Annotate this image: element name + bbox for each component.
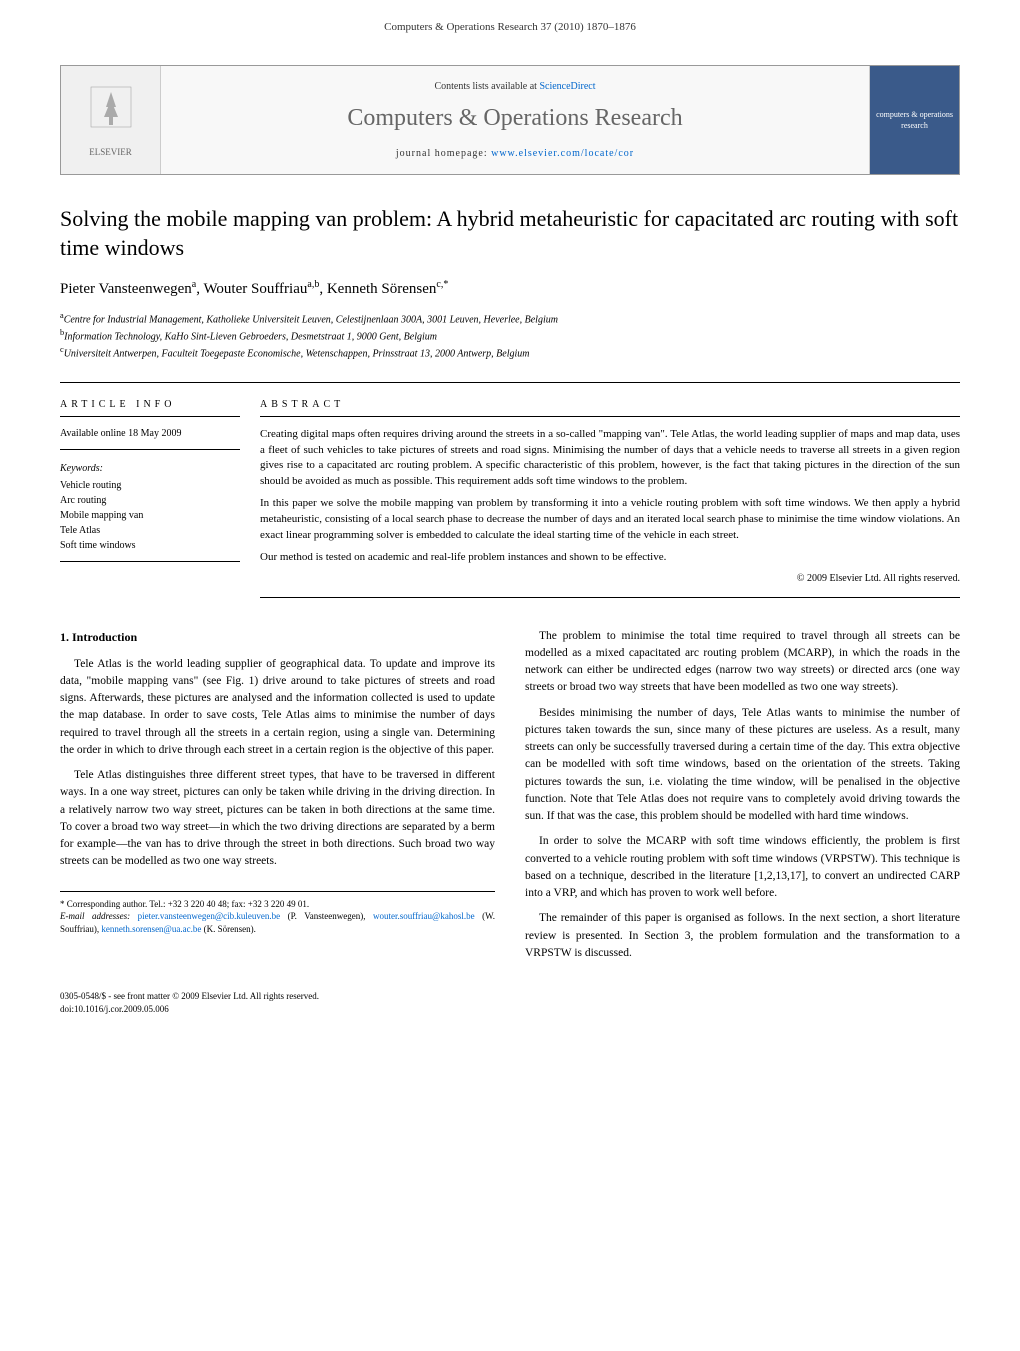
available-online-date: Available online 18 May 2009 [60,427,240,450]
email-label: E-mail addresses: [60,911,130,921]
affiliations: aCentre for Industrial Management, Katho… [60,310,960,362]
elsevier-tree-icon [86,82,136,142]
abstract-p3: Our method is tested on academic and rea… [260,550,960,566]
abstract-p1: Creating digital maps often requires dri… [260,427,960,491]
section-1-heading: 1. Introduction [60,628,495,646]
keyword: Arc routing [60,493,240,508]
body-p2: Tele Atlas distinguishes three different… [60,767,495,871]
keywords-label: Keywords: [60,462,240,476]
left-column: 1. Introduction Tele Atlas is the world … [60,628,495,971]
affiliation-a: aCentre for Industrial Management, Katho… [60,310,960,327]
keyword: Vehicle routing [60,478,240,493]
body-p6: The remainder of this paper is organised… [525,910,960,962]
author-1: Pieter Vansteenwegen [60,281,192,297]
abstract-p2: In this paper we solve the mobile mappin… [260,496,960,544]
abstract-column: ABSTRACT Creating digital maps often req… [260,398,960,598]
publisher-logo-box: ELSEVIER [61,66,161,174]
doi-line: doi:10.1016/j.cor.2009.05.006 [60,1003,960,1016]
email-name-1: (P. Vansteenwegen), [288,911,366,921]
corresponding-author-note: * Corresponding author. Tel.: +32 3 220 … [60,898,495,911]
homepage-line: journal homepage: www.elsevier.com/locat… [396,147,634,161]
email-link-1[interactable]: pieter.vansteenwegen@cib.kuleuven.be [138,911,280,921]
sciencedirect-link[interactable]: ScienceDirect [539,81,595,92]
running-head: Computers & Operations Research 37 (2010… [0,0,1020,45]
journal-name: Computers & Operations Research [347,102,682,136]
right-column: The problem to minimise the total time r… [525,628,960,971]
homepage-link[interactable]: www.elsevier.com/locate/cor [491,148,634,159]
elsevier-logo: ELSEVIER [86,82,136,158]
body-p1: Tele Atlas is the world leading supplier… [60,656,495,760]
keyword: Soft time windows [60,538,240,553]
affiliation-c: cUniversiteit Antwerpen, Faculteit Toege… [60,344,960,361]
info-abstract-row: ARTICLE INFO Available online 18 May 200… [60,382,960,598]
author-1-affil: a [192,279,196,290]
banner-center: Contents lists available at ScienceDirec… [161,66,869,174]
abstract-heading: ABSTRACT [260,398,960,417]
affiliation-b: bInformation Technology, KaHo Sint-Lieve… [60,327,960,344]
authors-line: Pieter Vansteenwegena, Wouter Souffriaua… [60,278,960,300]
keyword: Tele Atlas [60,523,240,538]
email-link-3[interactable]: kenneth.sorensen@ua.ac.be [101,924,201,934]
body-columns: 1. Introduction Tele Atlas is the world … [60,628,960,971]
elsevier-label: ELSEVIER [86,146,136,159]
article-title: Solving the mobile mapping van problem: … [60,205,960,262]
body-p3: The problem to minimise the total time r… [525,628,960,697]
issn-line: 0305-0548/$ - see front matter © 2009 El… [60,990,960,1003]
author-2-affil: a,b [307,279,319,290]
author-3: Kenneth Sörensen [327,281,437,297]
cover-thumb-text: computers & operations research [870,104,959,136]
footnote-block: * Corresponding author. Tel.: +32 3 220 … [60,891,495,936]
keyword: Mobile mapping van [60,508,240,523]
keywords-list: Vehicle routing Arc routing Mobile mappi… [60,478,240,562]
author-3-affil: c,* [436,279,448,290]
article-info-heading: ARTICLE INFO [60,398,240,417]
contents-available-line: Contents lists available at ScienceDirec… [434,80,595,94]
journal-cover-thumb: computers & operations research [869,66,959,174]
abstract-copyright: © 2009 Elsevier Ltd. All rights reserved… [260,572,960,587]
body-p4: Besides minimising the number of days, T… [525,705,960,826]
email-link-2[interactable]: wouter.souffriau@kahosl.be [373,911,475,921]
article-info: ARTICLE INFO Available online 18 May 200… [60,398,260,598]
contents-prefix: Contents lists available at [434,81,539,92]
author-2: Wouter Souffriau [203,281,307,297]
page-footer: 0305-0548/$ - see front matter © 2009 El… [60,990,960,1015]
email-name-3: (K. Sörensen). [204,924,256,934]
abstract-text: Creating digital maps often requires dri… [260,427,960,598]
body-p5: In order to solve the MCARP with soft ti… [525,833,960,902]
homepage-prefix: journal homepage: [396,148,491,159]
email-addresses: E-mail addresses: pieter.vansteenwegen@c… [60,910,495,935]
journal-banner: ELSEVIER Contents lists available at Sci… [60,65,960,175]
